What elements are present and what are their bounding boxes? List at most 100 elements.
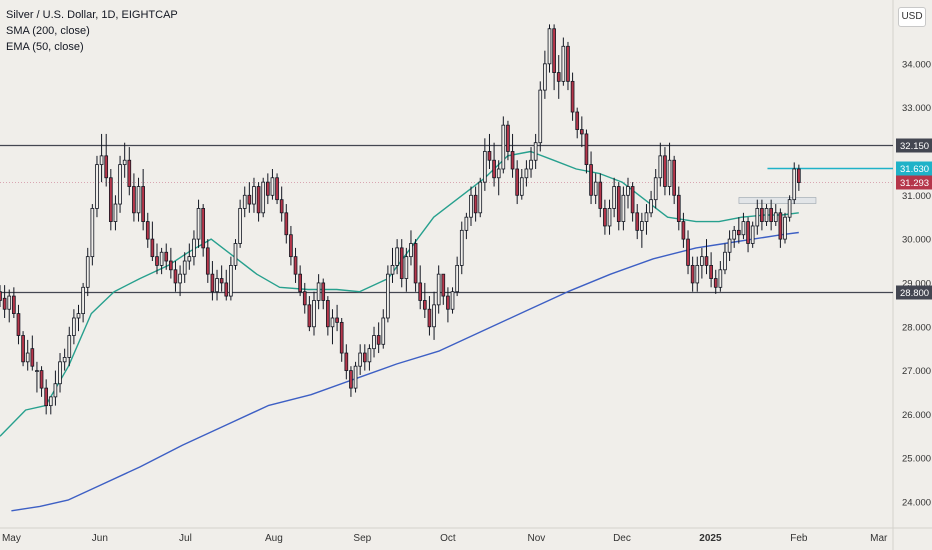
candle[interactable]: [422, 282, 427, 318]
candle[interactable]: [113, 195, 118, 231]
candle[interactable]: [409, 230, 413, 266]
candle[interactable]: [584, 129, 589, 174]
candle[interactable]: [446, 287, 450, 323]
candle[interactable]: [760, 199, 764, 231]
candle[interactable]: [326, 296, 330, 336]
candle[interactable]: [81, 282, 85, 323]
candle[interactable]: [85, 247, 90, 297]
candle[interactable]: [2, 285, 7, 318]
candle[interactable]: [787, 195, 792, 222]
candle[interactable]: [792, 162, 797, 205]
candle[interactable]: [293, 247, 298, 283]
candle[interactable]: [12, 287, 16, 318]
candle[interactable]: [219, 265, 224, 292]
candle[interactable]: [62, 348, 67, 371]
candle[interactable]: [704, 239, 709, 275]
candle[interactable]: [399, 239, 404, 288]
candle[interactable]: [298, 265, 302, 297]
candle[interactable]: [570, 72, 575, 121]
candle[interactable]: [616, 182, 621, 231]
consolidation-box[interactable]: [738, 197, 817, 204]
candle[interactable]: [312, 291, 316, 336]
candle[interactable]: [496, 160, 501, 196]
candle[interactable]: [261, 177, 266, 218]
candle[interactable]: [270, 168, 275, 200]
candle[interactable]: [48, 396, 53, 415]
candle[interactable]: [159, 247, 164, 275]
candle[interactable]: [0, 285, 2, 308]
candle[interactable]: [695, 256, 700, 292]
candle[interactable]: [330, 309, 335, 345]
candle[interactable]: [732, 225, 737, 248]
candle[interactable]: [561, 37, 566, 86]
candle[interactable]: [215, 269, 219, 301]
candle[interactable]: [501, 116, 506, 174]
candle[interactable]: [118, 155, 122, 213]
candle[interactable]: [155, 243, 159, 275]
candle[interactable]: [663, 147, 667, 196]
candle[interactable]: [464, 212, 469, 240]
candle[interactable]: [459, 221, 464, 275]
candle[interactable]: [727, 230, 732, 262]
candle[interactable]: [224, 269, 229, 301]
candle[interactable]: [316, 274, 321, 310]
candle[interactable]: [404, 247, 409, 292]
candle[interactable]: [242, 186, 247, 218]
candle[interactable]: [455, 256, 459, 297]
candle[interactable]: [72, 309, 76, 345]
currency-unit-button[interactable]: USD: [898, 7, 926, 27]
candle[interactable]: [182, 252, 187, 283]
candle[interactable]: [676, 186, 681, 231]
candle[interactable]: [552, 24, 556, 91]
candle[interactable]: [418, 265, 423, 310]
candle[interactable]: [169, 247, 173, 279]
candle[interactable]: [95, 155, 99, 218]
candle[interactable]: [644, 204, 649, 235]
candle[interactable]: [164, 243, 169, 270]
candle[interactable]: [321, 278, 326, 310]
candle[interactable]: [630, 182, 635, 222]
candle[interactable]: [247, 182, 252, 213]
candle[interactable]: [53, 370, 58, 406]
candle[interactable]: [547, 24, 552, 73]
candle[interactable]: [233, 239, 238, 270]
candle[interactable]: [122, 142, 127, 178]
candle[interactable]: [173, 261, 178, 292]
candle[interactable]: [358, 344, 363, 375]
candle[interactable]: [709, 252, 713, 288]
candle[interactable]: [478, 177, 483, 218]
candle[interactable]: [145, 212, 150, 248]
candle[interactable]: [284, 204, 289, 244]
candle[interactable]: [797, 164, 801, 191]
candle[interactable]: [469, 186, 473, 226]
candle[interactable]: [538, 81, 543, 152]
candle[interactable]: [58, 353, 62, 393]
candle[interactable]: [339, 317, 344, 362]
candle[interactable]: [736, 217, 741, 244]
candle[interactable]: [127, 147, 132, 196]
candle[interactable]: [543, 50, 547, 99]
candle[interactable]: [35, 361, 39, 393]
candle[interactable]: [773, 204, 778, 226]
candle[interactable]: [302, 282, 307, 314]
candle[interactable]: [344, 344, 349, 380]
candle[interactable]: [349, 366, 353, 397]
candle[interactable]: [635, 204, 640, 240]
candle[interactable]: [238, 199, 242, 248]
candle[interactable]: [579, 116, 584, 148]
candle[interactable]: [353, 361, 358, 393]
candle[interactable]: [44, 379, 49, 415]
candle[interactable]: [764, 204, 769, 226]
candle[interactable]: [289, 225, 293, 266]
candle[interactable]: [76, 304, 81, 332]
candle[interactable]: [7, 289, 12, 323]
candle[interactable]: [593, 173, 598, 205]
candle[interactable]: [653, 168, 658, 209]
candle[interactable]: [210, 261, 215, 301]
candle[interactable]: [658, 142, 663, 187]
candle[interactable]: [566, 41, 570, 91]
candle[interactable]: [150, 221, 155, 262]
candle[interactable]: [390, 247, 395, 283]
candle[interactable]: [450, 287, 455, 314]
